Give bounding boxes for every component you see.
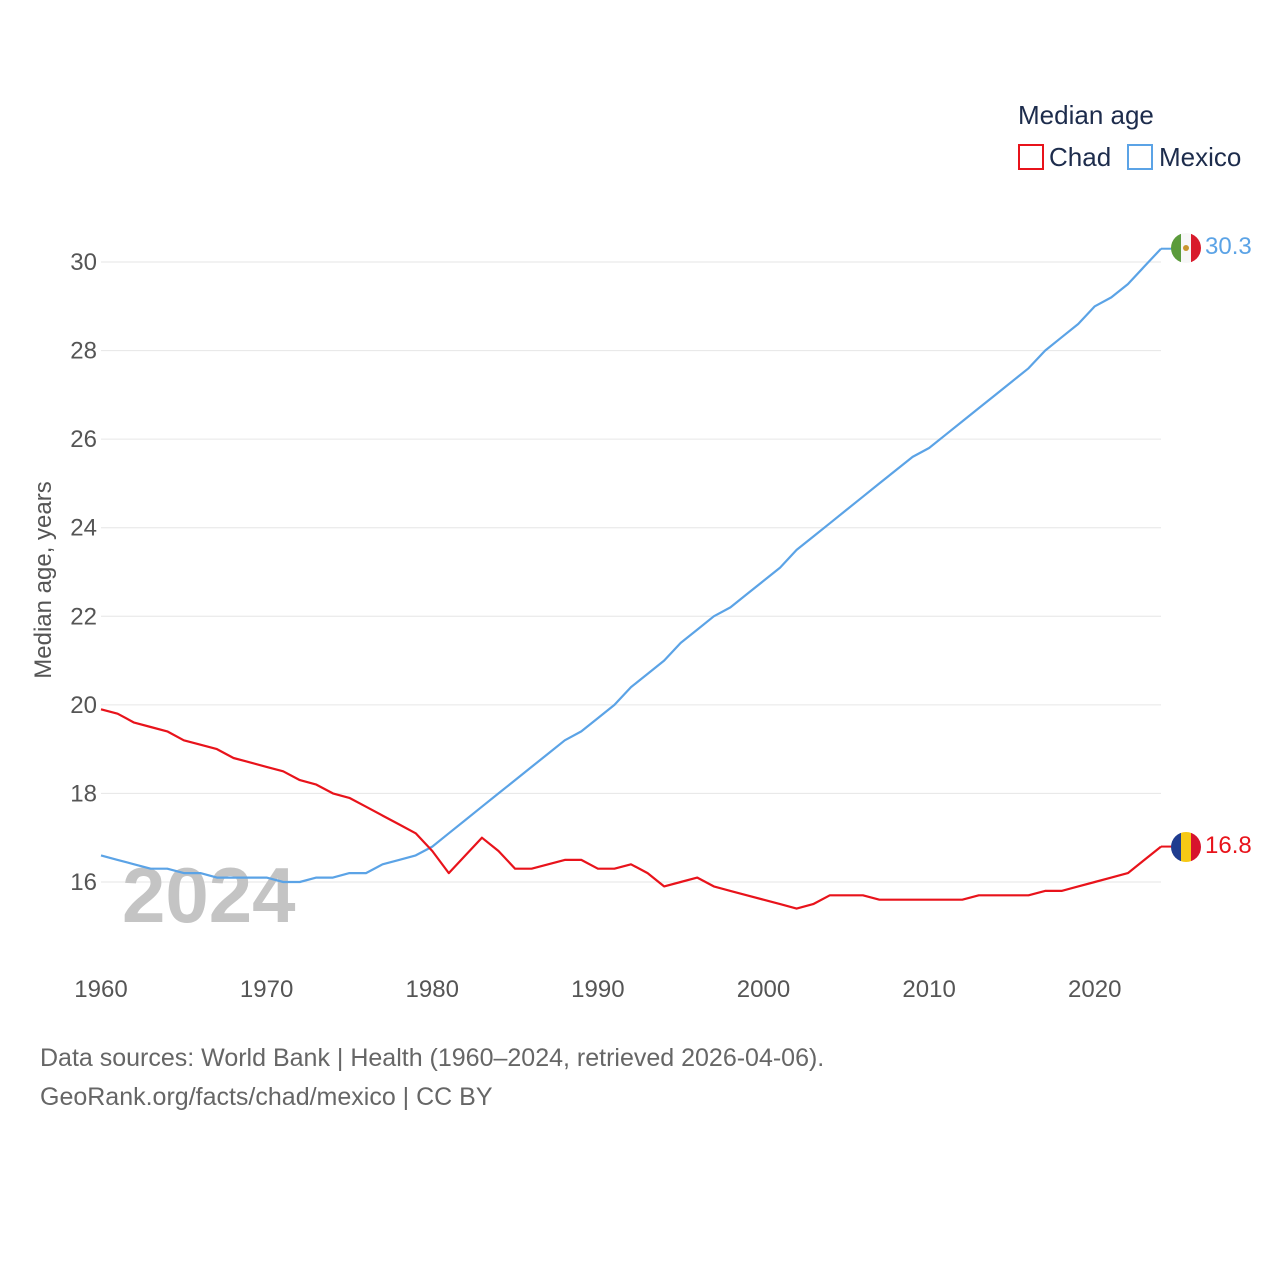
- x-tick-label: 1980: [406, 976, 459, 1003]
- y-tick-label: 30: [70, 249, 97, 276]
- series-line-chad: [100, 708, 1162, 910]
- series-line-mexico: [100, 247, 1162, 884]
- legend-title: Median age: [1018, 100, 1154, 130]
- legend: Median age Chad Mexico: [1018, 100, 1241, 172]
- y-tick-label: 22: [70, 603, 97, 630]
- y-axis-label: Median age, years: [30, 481, 57, 678]
- x-tick-label: 2020: [1068, 976, 1121, 1003]
- legend-label-mexico: Mexico: [1159, 142, 1241, 172]
- end-label-chad: 16.8: [1205, 832, 1252, 859]
- x-tick-label: 1960: [74, 976, 127, 1003]
- gridlines: [101, 261, 1161, 883]
- y-tick-label: 18: [70, 780, 97, 807]
- end-label-mexico: 30.3: [1205, 233, 1252, 260]
- x-tick-label: 2010: [902, 976, 955, 1003]
- chad-flag-icon: [1171, 832, 1201, 862]
- y-tick-label: 16: [70, 869, 97, 896]
- legend-swatch-mexico: [1127, 144, 1153, 170]
- y-tick-label: 28: [70, 338, 97, 365]
- source-link: GeoRank.org/facts/chad/mexico | CC BY: [40, 1083, 493, 1111]
- year-watermark: 2024: [122, 851, 296, 939]
- x-tick-label: 1970: [240, 976, 293, 1003]
- x-tick-label: 1990: [571, 976, 624, 1003]
- line-chart: Median age Chad Mexico 1618202224262830 …: [30, 100, 1252, 1003]
- x-tick-label: 2000: [737, 976, 790, 1003]
- y-axis-ticks: 16 18 20 22 24 26 28 30: [70, 249, 97, 896]
- legend-swatch-chad: [1018, 144, 1044, 170]
- y-tick-label: 24: [70, 515, 97, 542]
- legend-label-chad: Chad: [1049, 142, 1111, 172]
- source-note: Data sources: World Bank | Health (1960–…: [40, 1044, 825, 1072]
- x-axis-ticks: 1960 1970 1980 1990 2000 2010 2020: [74, 976, 1121, 1003]
- y-tick-label: 20: [70, 692, 97, 719]
- y-tick-label: 26: [70, 426, 97, 453]
- mexico-flag-icon: [1171, 233, 1201, 263]
